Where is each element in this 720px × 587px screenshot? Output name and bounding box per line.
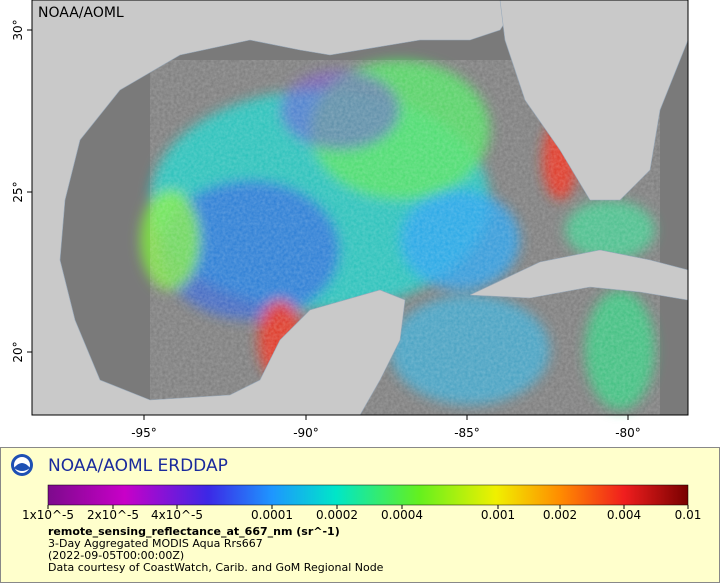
land bbox=[31, 0, 689, 416]
legend-line: Data courtesy of CoastWatch, Carib. and … bbox=[48, 561, 384, 574]
lon-label: -95° bbox=[131, 426, 157, 440]
lon-label: -85° bbox=[454, 426, 480, 440]
colorbar-label: 2x10^-5 bbox=[87, 508, 139, 522]
lon-axis: -95° -90° -85° -80° bbox=[131, 415, 641, 440]
watermark: NOAA/AOML bbox=[38, 5, 124, 21]
colorbar-label: 0.0002 bbox=[316, 508, 358, 522]
legend-title: NOAA/AOML ERDDAP bbox=[48, 456, 228, 476]
lat-label: 30° bbox=[11, 19, 25, 40]
map-frame bbox=[31, 0, 689, 416]
colorbar bbox=[47, 484, 689, 506]
legend-panel bbox=[0, 447, 720, 583]
colorbar-labels: 1x10^-5 2x10^-5 4x10^-5 0.0001 0.0002 0.0004 0… bbox=[22, 505, 701, 522]
lon-label: -90° bbox=[293, 426, 319, 440]
noaa-logo bbox=[11, 454, 33, 476]
lat-label: 20° bbox=[11, 341, 25, 362]
lat-axis: 20° 25° 30° bbox=[11, 19, 32, 363]
colorbar-label: 4x10^-5 bbox=[151, 508, 203, 522]
legend-line: (2022-09-05T00:00:00Z) bbox=[48, 549, 184, 562]
legend-line: 3-Day Aggregated MODIS Aqua Rrs667 bbox=[48, 537, 263, 550]
lon-label: -80° bbox=[615, 426, 641, 440]
colorbar-label: 0.002 bbox=[543, 508, 577, 522]
colorbar-label: 1x10^-5 bbox=[22, 508, 74, 522]
colorbar-label: 0.0001 bbox=[251, 508, 293, 522]
colorbar-label: 0.01 bbox=[675, 508, 702, 522]
colorbar-label: 0.0004 bbox=[381, 508, 423, 522]
colorbar-label: 0.001 bbox=[481, 508, 515, 522]
colorbar-label: 0.004 bbox=[607, 508, 641, 522]
variable: remote_sensing_reflectance_at_667_nm (sr… bbox=[48, 525, 340, 538]
legend-lines: 3-Day Aggregated MODIS Aqua Rrs667(2022-… bbox=[48, 537, 384, 574]
lat-label: 25° bbox=[11, 181, 25, 202]
